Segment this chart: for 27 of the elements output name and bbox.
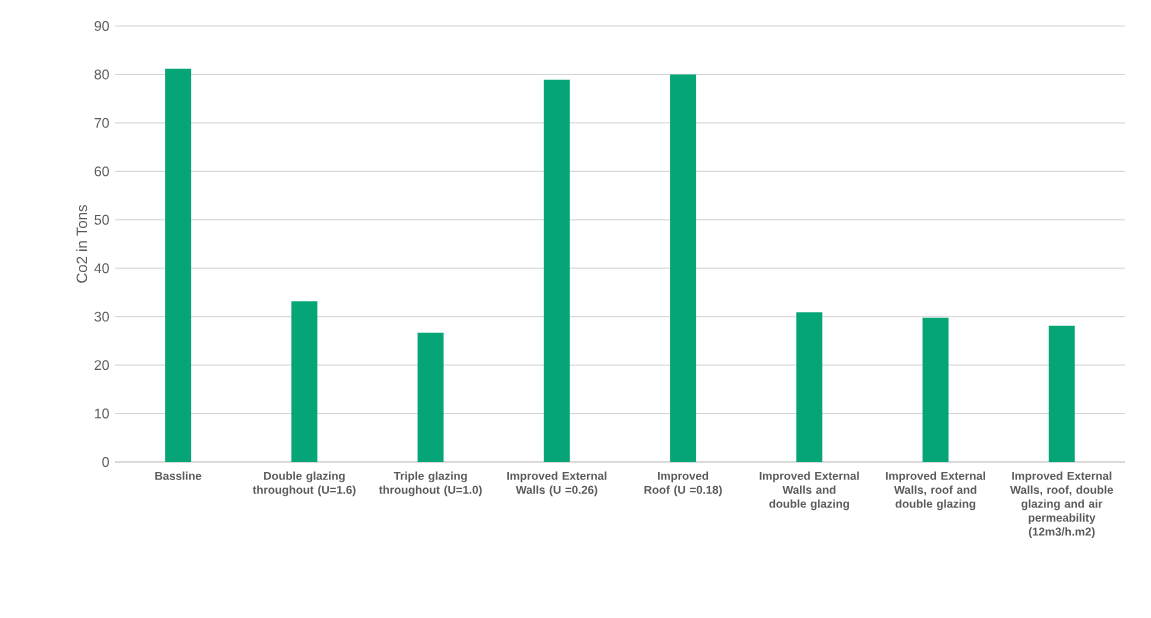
y-tick-label: 40 <box>94 263 109 274</box>
x-tick-label: Improved External Walls (U =0.26) <box>507 471 607 497</box>
bar <box>291 301 318 462</box>
y-tick-label: 10 <box>95 408 109 419</box>
bar <box>543 79 570 462</box>
y-tick-label: 90 <box>94 21 109 31</box>
y-tick-label: 70 <box>94 117 109 128</box>
y-tick-label: 30 <box>94 311 109 322</box>
bar <box>796 312 823 462</box>
x-tick-label: Improved External Walls, roof and double glazing <box>886 471 986 511</box>
x-tick-label: Bassline <box>155 471 202 480</box>
bar <box>417 332 444 462</box>
y-tick-label: 20 <box>94 360 109 371</box>
bar <box>1048 325 1075 462</box>
y-tick-label: 0 <box>102 457 109 467</box>
y-axis-title: Co2 in Tons <box>76 205 88 283</box>
x-tick-label: Double glazing throughout (U=1.6) <box>252 471 356 497</box>
y-tick-label: 50 <box>94 214 109 225</box>
x-tick-label: Improved Roof (U =0.18) <box>644 471 722 497</box>
x-tick-label: Triple glazing throughout (U=1.0) <box>379 471 482 497</box>
y-tick-label: 60 <box>94 166 109 177</box>
bar <box>165 68 192 462</box>
x-tick-label: Improved External Walls, roof, double glazing and air permeability (12m3/h.m2) <box>1010 471 1114 538</box>
y-tick-label: 80 <box>94 69 109 80</box>
bar <box>922 317 949 462</box>
bar <box>670 74 697 462</box>
x-tick-label: Improved External Walls and double glazing <box>759 471 859 511</box>
